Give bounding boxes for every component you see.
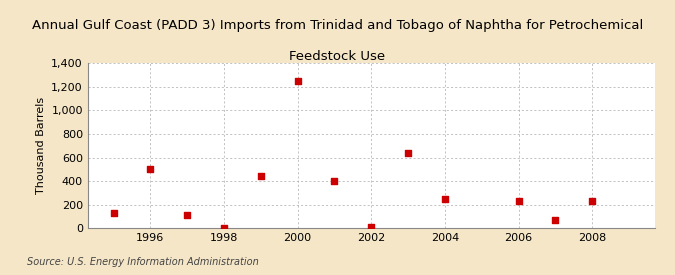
Point xyxy=(219,226,230,230)
Text: Feedstock Use: Feedstock Use xyxy=(290,50,385,62)
Point xyxy=(587,199,597,203)
Text: Annual Gulf Coast (PADD 3) Imports from Trinidad and Tobago of Naphtha for Petro: Annual Gulf Coast (PADD 3) Imports from … xyxy=(32,19,643,32)
Point xyxy=(550,218,561,222)
Y-axis label: Thousand Barrels: Thousand Barrels xyxy=(36,97,46,194)
Point xyxy=(145,167,156,172)
Point xyxy=(255,174,266,178)
Text: Source: U.S. Energy Information Administration: Source: U.S. Energy Information Administ… xyxy=(27,257,259,267)
Point xyxy=(439,197,450,201)
Point xyxy=(108,211,119,215)
Point xyxy=(403,151,414,155)
Point xyxy=(292,79,303,83)
Point xyxy=(513,199,524,203)
Point xyxy=(182,213,192,218)
Point xyxy=(366,225,377,229)
Point xyxy=(329,179,340,183)
